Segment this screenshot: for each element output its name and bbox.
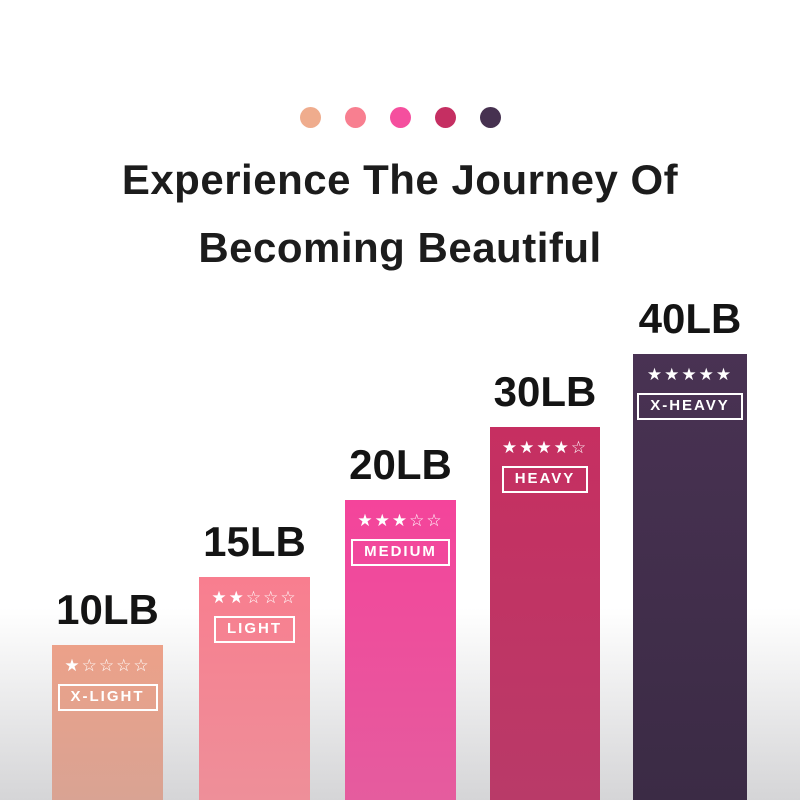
band-weight-label: 15LB: [203, 518, 306, 565]
band-star-rating: ★★★☆☆: [357, 511, 444, 531]
color-palette-row: [0, 107, 800, 128]
band-fill: [52, 645, 163, 800]
band-weight-label: 20LB: [349, 441, 452, 488]
palette-dot-heavy: [434, 107, 456, 128]
band-level-badge: MEDIUM: [351, 539, 450, 566]
band-fill: [633, 354, 747, 800]
palette-dot-medium: [389, 107, 411, 128]
band-level-badge: HEAVY: [501, 466, 589, 493]
band-star-rating: ★☆☆☆☆: [64, 656, 151, 676]
band-weight-label: 40LB: [638, 295, 742, 342]
band-column-x-light: 10LB ★☆☆☆☆ X-LIGHT: [52, 589, 163, 800]
band-star-rating: ★★★★☆: [501, 438, 589, 458]
palette-dot-x-light: [299, 107, 321, 128]
band-column-medium: 20LB ★★★☆☆ MEDIUM: [345, 444, 456, 800]
band-weight-label: 10LB: [56, 586, 159, 633]
band-weight-label: 30LB: [493, 368, 597, 415]
band-column-light: 15LB ★★☆☆☆ LIGHT: [199, 521, 310, 800]
title-line-2: Becoming Beautiful: [198, 224, 602, 271]
title-line-1: Experience The Journey Of: [121, 156, 679, 203]
band-fill: [345, 500, 456, 800]
band-fill: [199, 577, 310, 800]
band-star-rating: ★★☆☆☆: [211, 588, 298, 608]
band-level-badge: LIGHT: [214, 616, 295, 643]
band-level-badge: X-LIGHT: [57, 684, 158, 711]
palette-dot-x-heavy: [479, 107, 501, 128]
palette-dot-light: [344, 107, 366, 128]
band-column-x-heavy: 40LB ★★★★★ X-HEAVY: [633, 298, 747, 800]
page-title: Experience The Journey Of Becoming Beaut…: [0, 146, 800, 282]
band-level-badge: X-HEAVY: [637, 393, 743, 420]
band-star-rating: ★★★★★: [646, 365, 734, 385]
band-column-heavy: 30LB ★★★★☆ HEAVY: [490, 371, 600, 800]
band-fill: [490, 427, 600, 800]
